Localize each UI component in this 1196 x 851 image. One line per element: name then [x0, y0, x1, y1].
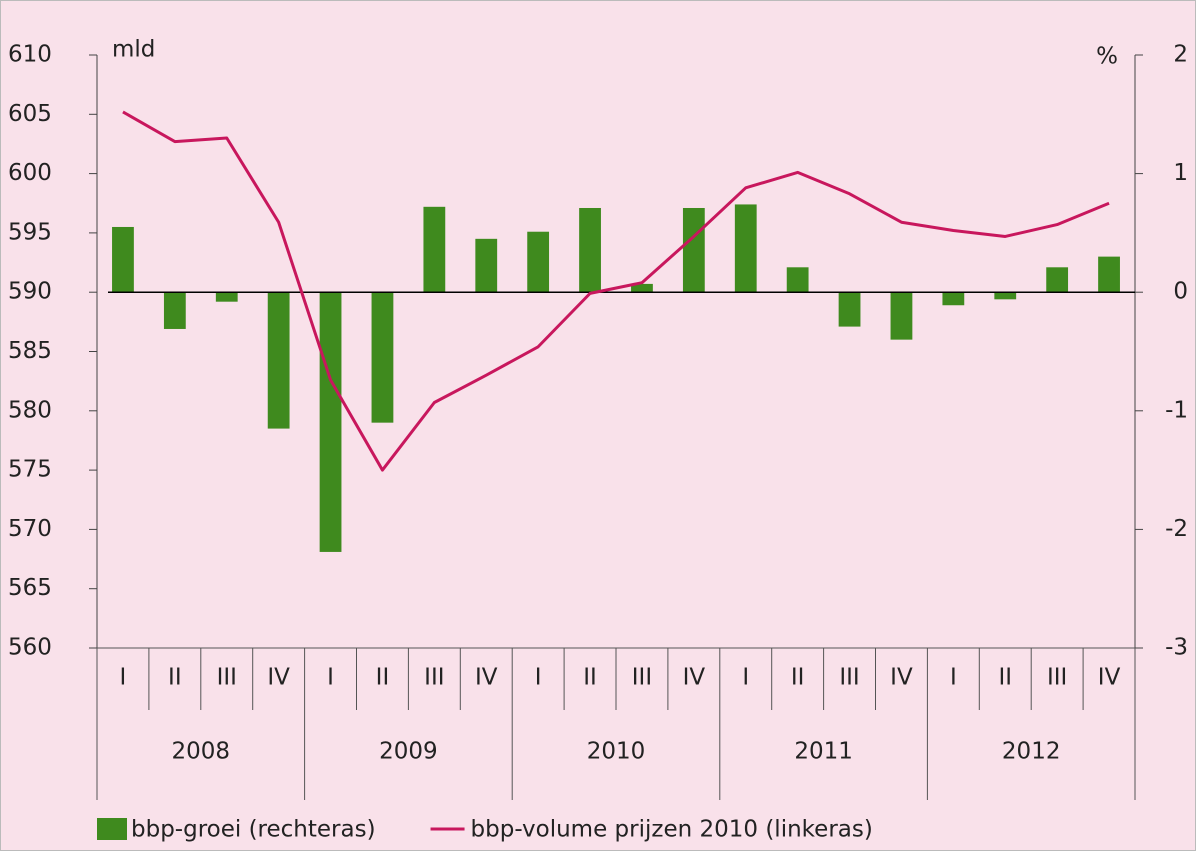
- year-label: 2011: [794, 739, 853, 765]
- bar: [838, 292, 861, 327]
- bar: [163, 292, 186, 329]
- x-tick-label: II: [168, 665, 182, 691]
- y2-tick-label: -3: [1165, 635, 1188, 661]
- y-tick-label: 590: [8, 279, 52, 305]
- x-tick-label: III: [1047, 665, 1067, 691]
- x-tick-label: IV: [267, 665, 290, 691]
- y-tick-label: 575: [8, 457, 52, 483]
- right-unit: %: [1096, 44, 1118, 70]
- bar: [112, 226, 134, 293]
- y2-tick-label: 2: [1173, 42, 1188, 68]
- bar: [942, 292, 965, 306]
- bar: [1046, 267, 1069, 293]
- year-label: 2010: [587, 739, 646, 765]
- y2-tick-label: 0: [1173, 279, 1188, 305]
- x-tick-label: III: [424, 665, 444, 691]
- x-tick-label: I: [742, 665, 749, 691]
- year-label: 2012: [1002, 739, 1061, 765]
- bar: [579, 207, 601, 293]
- y-tick-label: 600: [8, 160, 52, 186]
- x-tick-label: IV: [475, 665, 498, 691]
- bar: [994, 292, 1017, 300]
- bar: [527, 231, 550, 293]
- x-tick-label: III: [839, 665, 859, 691]
- x-tick-label: II: [998, 665, 1012, 691]
- bar: [319, 292, 342, 552]
- y-tick-label: 595: [8, 219, 52, 245]
- y-tick-label: 580: [8, 397, 52, 423]
- bar: [267, 292, 290, 429]
- year-label: 2009: [379, 739, 438, 765]
- y2-tick-label: -1: [1165, 397, 1188, 423]
- x-tick-label: IV: [1098, 665, 1121, 691]
- legend-label: bbp-volume prijzen 2010 (linkeras): [471, 817, 873, 843]
- x-tick-label: II: [791, 665, 805, 691]
- year-label: 2008: [172, 739, 231, 765]
- bar: [631, 283, 653, 293]
- bar: [786, 267, 809, 293]
- bar: [682, 207, 705, 293]
- x-tick-label: IV: [683, 665, 706, 691]
- x-tick-label: IV: [890, 665, 913, 691]
- bar: [890, 292, 913, 340]
- bar: [215, 292, 238, 302]
- x-tick-label: II: [376, 665, 390, 691]
- bar: [371, 292, 394, 423]
- legend-swatch: [97, 818, 127, 840]
- y-tick-label: 585: [8, 338, 52, 364]
- y-tick-label: 605: [8, 101, 52, 127]
- x-tick-label: I: [327, 665, 334, 691]
- y2-tick-label: -2: [1165, 516, 1188, 542]
- y-tick-label: 570: [8, 516, 52, 542]
- x-tick-label: III: [217, 665, 237, 691]
- y-tick-label: 560: [8, 635, 52, 661]
- y2-tick-label: 1: [1173, 160, 1188, 186]
- bar: [1098, 256, 1120, 293]
- x-tick-label: I: [535, 665, 542, 691]
- bar: [423, 206, 446, 293]
- x-tick-label: I: [120, 665, 127, 691]
- y-tick-label: 610: [8, 42, 52, 68]
- x-tick-label: III: [632, 665, 652, 691]
- bar: [475, 238, 498, 293]
- line: [122, 110, 1110, 472]
- bar: [734, 204, 757, 293]
- legend-label: bbp-groei (rechteras): [131, 817, 376, 843]
- x-tick-label: I: [950, 665, 957, 691]
- y-tick-label: 565: [8, 575, 52, 601]
- left-unit: mld: [112, 37, 155, 63]
- x-tick-label: II: [583, 665, 597, 691]
